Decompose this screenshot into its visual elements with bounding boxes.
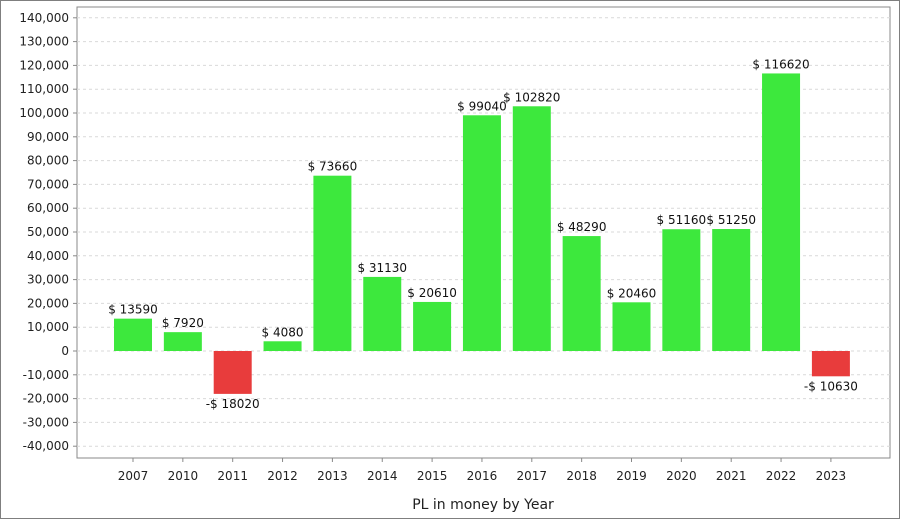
data-label: $ 116620 [752,57,809,71]
bar-2023 [811,351,850,377]
bar-2015 [413,301,452,351]
data-label: $ 20610 [407,286,457,300]
x-tick-label: 2013 [317,469,348,483]
y-axis-ticks: -40,000 -30,000 -20,000 -10,000 0 10,000 20,00… [19,11,77,453]
x-tick-label: 2020 [666,469,697,483]
data-label: -$ 10630 [804,379,858,393]
data-label: $ 51250 [706,213,756,227]
data-label: $ 48290 [557,220,607,234]
bar-2021 [712,229,751,351]
data-label: $ 31130 [357,261,407,275]
x-axis-label: PL in money by Year [412,497,554,513]
bar-2007 [114,318,152,351]
x-tick-label: 2012 [267,469,298,483]
y-tick-label: -30,000 [23,415,69,429]
x-tick-label: 2010 [168,469,199,483]
x-tick-label: 2023 [816,469,847,483]
x-tick-label: 2021 [716,469,747,483]
data-label: $ 102820 [503,90,560,104]
data-label: $ 99040 [457,99,507,113]
y-tick-label: 20,000 [27,296,69,310]
bar-2018 [562,236,601,351]
data-labels: $ 13590 $ 7920 -$ 18020 $ 4080 $ 73660 $ 3113… [108,57,858,410]
data-label: $ 73660 [308,160,358,174]
y-tick-label: -10,000 [23,368,69,382]
x-tick-label: 2014 [367,469,398,483]
y-tick-label: 110,000 [19,82,69,96]
bar-2020 [662,229,701,351]
bar-2010 [163,332,202,351]
data-label: $ 7920 [162,316,204,330]
y-tick-label: 70,000 [27,177,69,191]
y-tick-label: 40,000 [27,249,69,263]
y-tick-label: 140,000 [19,11,69,25]
bar-2016 [462,115,501,352]
y-tick-label: 130,000 [19,35,69,49]
bar-2019 [612,302,651,351]
bars [114,73,850,394]
data-label: $ 51160 [657,213,707,227]
data-label: $ 13590 [108,303,158,317]
bar-2013 [313,175,352,351]
x-tick-label: 2019 [616,469,647,483]
y-tick-label: -40,000 [23,439,69,453]
y-tick-label: -20,000 [23,392,69,406]
x-axis-ticks: 2007 2010 2011 2012 2013 2014 2015 2016 2017 2018… [118,458,846,483]
x-tick-label: 2016 [467,469,498,483]
y-tick-label: 0 [61,344,69,358]
y-tick-label: 30,000 [27,273,69,287]
y-tick-label: 120,000 [19,58,69,72]
y-tick-label: 50,000 [27,225,69,239]
bar-2014 [363,276,402,351]
y-tick-label: 90,000 [27,130,69,144]
x-tick-label: 2007 [118,469,149,483]
data-label: $ 4080 [262,325,304,339]
y-tick-label: 10,000 [27,320,69,334]
x-tick-label: 2022 [766,469,797,483]
x-tick-label: 2011 [217,469,248,483]
x-tick-label: 2017 [517,469,548,483]
bar-2017 [512,106,551,352]
data-label: -$ 18020 [206,397,260,411]
data-label: $ 20460 [607,286,657,300]
y-tick-label: 60,000 [27,201,69,215]
x-tick-label: 2018 [566,469,597,483]
bar-2022 [762,73,801,351]
y-tick-label: 100,000 [19,106,69,120]
bar-2011 [213,351,252,394]
bar-2012 [263,341,302,351]
y-tick-label: 80,000 [27,154,69,168]
x-tick-label: 2015 [417,469,448,483]
